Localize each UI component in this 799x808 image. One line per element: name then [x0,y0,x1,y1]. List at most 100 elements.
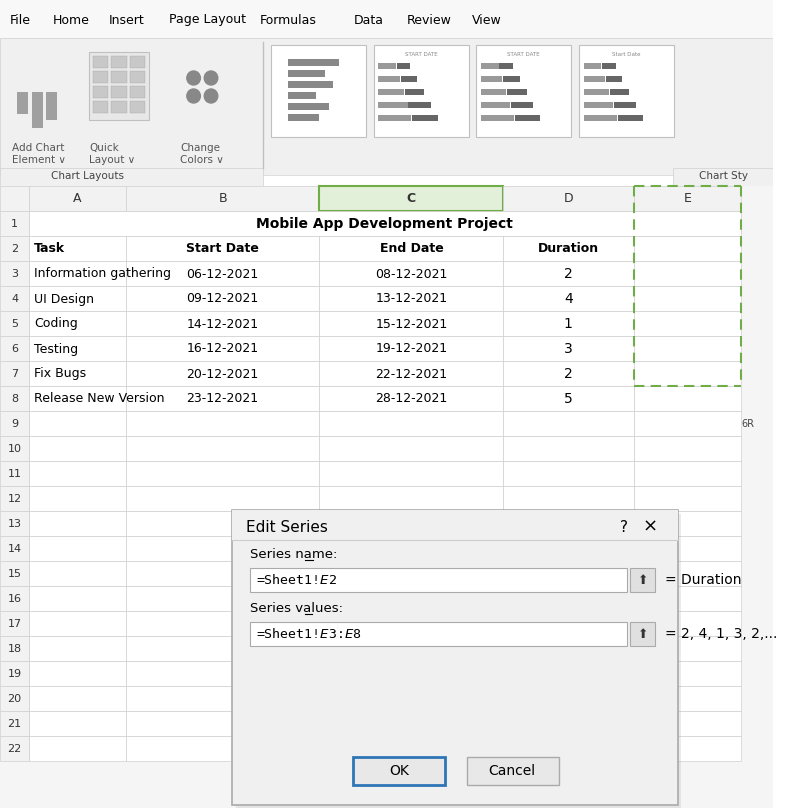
Bar [288,70,325,77]
Circle shape [205,71,218,85]
Bar [320,486,503,511]
Text: Element ∨: Element ∨ [12,155,66,165]
Bar [29,461,125,486]
Text: Insert: Insert [109,14,144,27]
Text: ⬆: ⬆ [638,574,648,587]
Text: 3: 3 [564,342,573,356]
Bar [233,510,678,805]
Text: Colors ∨: Colors ∨ [180,155,224,165]
Bar [125,586,320,611]
Bar [0,386,29,411]
Text: D: D [563,192,573,205]
Bar [125,236,320,261]
Text: START DATE: START DATE [405,53,437,57]
Bar [29,436,125,461]
Bar [353,757,445,785]
Bar [584,63,601,69]
Bar [379,115,411,121]
Bar [503,436,634,461]
Circle shape [205,89,218,103]
Bar [476,45,571,137]
Bar [404,89,424,95]
Bar [412,115,438,121]
Bar [0,411,29,436]
Bar [634,586,741,611]
Bar [320,236,503,261]
Bar [618,115,642,121]
Bar [503,186,634,211]
Text: 23-12-2021: 23-12-2021 [187,393,259,406]
Bar [630,622,655,646]
Text: Chart Sty: Chart Sty [698,171,748,181]
Bar [634,436,741,461]
Bar [288,92,316,99]
Bar [610,89,629,95]
Bar [125,286,320,311]
Bar [467,757,559,785]
Bar [0,38,773,175]
Bar [29,286,125,311]
Bar [320,661,503,686]
Bar [0,186,773,808]
Bar [320,211,503,236]
Bar [29,236,125,261]
Bar [29,361,125,386]
Bar [320,436,503,461]
Bar [634,261,741,286]
Bar [503,686,634,711]
Bar [0,236,29,261]
Bar [29,511,125,536]
Bar [29,711,125,736]
Text: 13: 13 [7,519,22,529]
Bar [320,561,503,586]
Bar [288,59,339,66]
Bar [320,686,503,711]
Bar [125,561,320,586]
Bar [503,386,634,411]
Text: Start Date: Start Date [186,242,259,255]
Bar [634,461,741,486]
Text: = Duration: = Duration [665,573,741,587]
Bar [503,711,634,736]
Bar [602,63,616,69]
Text: 6R: 6R [741,419,754,429]
Bar [481,76,503,82]
Bar [503,561,634,586]
Bar [111,56,127,68]
Bar [503,76,520,82]
Text: Release New Version: Release New Version [34,393,165,406]
Bar [129,86,145,98]
Bar [634,711,741,736]
Bar [29,586,125,611]
Bar [503,486,634,511]
Bar [320,711,503,736]
Text: 13-12-2021: 13-12-2021 [376,292,447,305]
Bar [481,115,514,121]
Text: Duration: Duration [538,242,598,255]
Bar [503,611,634,636]
Text: START DATE: START DATE [507,53,540,57]
Bar [237,514,682,808]
Bar [29,236,125,261]
Bar [379,102,407,108]
Text: Chart Layouts: Chart Layouts [50,171,124,181]
Text: Series values:: Series values: [250,601,343,615]
Text: 20: 20 [7,694,22,704]
Bar [18,92,28,114]
Bar [125,686,320,711]
Bar [29,211,125,236]
Text: =Sheet1!$E$3:$E$8: =Sheet1!$E$3:$E$8 [256,627,361,641]
Text: E: E [683,192,691,205]
Bar [634,336,741,361]
Bar [320,261,503,286]
Bar [320,586,503,611]
Bar [584,102,613,108]
Bar [29,311,125,336]
Bar [503,736,634,761]
Text: 08-12-2021: 08-12-2021 [376,267,447,280]
Bar [634,661,741,686]
Bar [129,56,145,68]
Bar [634,411,741,436]
Bar [125,336,320,361]
Bar [584,89,609,95]
